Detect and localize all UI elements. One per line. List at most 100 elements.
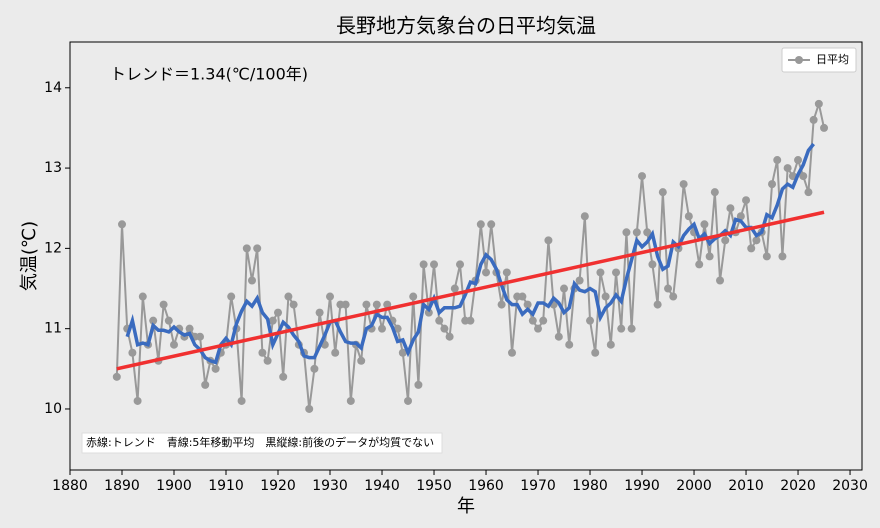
data-point [658,188,667,197]
data-point [435,316,444,325]
trend-annotation: トレンド＝1.34(℃/100年) [110,65,308,84]
data-point [128,348,137,357]
data-point [596,268,605,277]
data-point [518,292,527,301]
data-point [159,300,168,309]
x-tick-label: 2020 [780,478,816,494]
y-tick-label: 13 [44,160,62,176]
data-point [372,300,381,309]
data-point [274,308,283,317]
data-point [357,356,366,365]
data-point [601,292,610,301]
data-point [638,172,647,181]
data-point [393,324,402,333]
data-point [268,316,277,325]
note: 赤線:トレンド 青線:5年移動平均 黒縦線:前後のデータが均質でない [86,435,434,449]
data-point [440,324,449,333]
data-point [726,204,735,213]
data-point [736,212,745,221]
legend-label: 日平均 [816,53,849,66]
data-point [263,356,272,365]
data-point [476,220,485,229]
y-tick-label: 11 [44,321,62,337]
x-tick-label: 1930 [312,478,348,494]
data-point [315,308,324,317]
chart-title: 長野地方気象台の日平均気温 [336,14,596,38]
data-point [716,276,725,285]
data-point [523,300,532,309]
data-point [331,348,340,357]
data-point [804,188,813,197]
data-point [404,396,413,405]
data-point [445,332,454,341]
data-point [820,123,829,132]
data-point [409,292,418,301]
data-point [284,292,293,301]
data-point [430,260,439,269]
data-point [248,276,257,285]
data-point [591,348,600,357]
data-point [783,164,792,173]
data-point [684,212,693,221]
legend-marker [795,56,803,64]
data-point [289,300,298,309]
data-point [383,300,392,309]
data-point [253,244,262,253]
data-point [794,156,803,165]
data-point [773,156,782,165]
data-point [398,348,407,357]
data-point [450,284,459,293]
data-point [747,244,756,253]
y-tick-label: 10 [44,401,62,417]
data-point [237,396,246,405]
data-point [196,332,205,341]
data-point [632,228,641,237]
data-point [362,300,371,309]
data-point [700,220,709,229]
data-point [378,324,387,333]
data-point [710,188,719,197]
data-point [778,252,787,261]
data-point [211,364,220,373]
data-point [554,332,563,341]
data-point [669,292,678,301]
y-tick-label: 14 [44,80,62,96]
data-point [560,284,569,293]
data-point [799,172,808,181]
x-tick-label: 1880 [52,478,88,494]
data-point [705,252,714,261]
data-point [612,268,621,277]
data-point [482,268,491,277]
x-axis-label: 年 [457,496,475,517]
note-box [81,432,443,454]
data-point [565,340,574,349]
data-point [326,292,335,301]
x-tick-label: 1990 [624,478,660,494]
data-point [664,284,673,293]
data-point [227,292,236,301]
data-point [762,252,771,261]
data-point [679,180,688,189]
data-point [138,292,147,301]
data-point [528,316,537,325]
data-point [456,260,465,269]
y-tick-label: 12 [44,240,62,256]
plot-area [69,41,863,471]
data-point [487,220,496,229]
data-point [112,372,121,381]
data-point [341,300,350,309]
x-tick-label: 2000 [676,478,712,494]
x-tick-label: 1970 [520,478,556,494]
data-point [617,324,626,333]
x-tick-label: 1910 [208,478,244,494]
data-point [279,372,288,381]
x-tick-label: 1920 [260,478,296,494]
data-point [466,316,475,325]
data-point [814,99,823,108]
data-point [622,228,631,237]
data-point [539,316,548,325]
data-point [419,260,428,269]
data-point [414,380,423,389]
data-point [497,300,506,309]
